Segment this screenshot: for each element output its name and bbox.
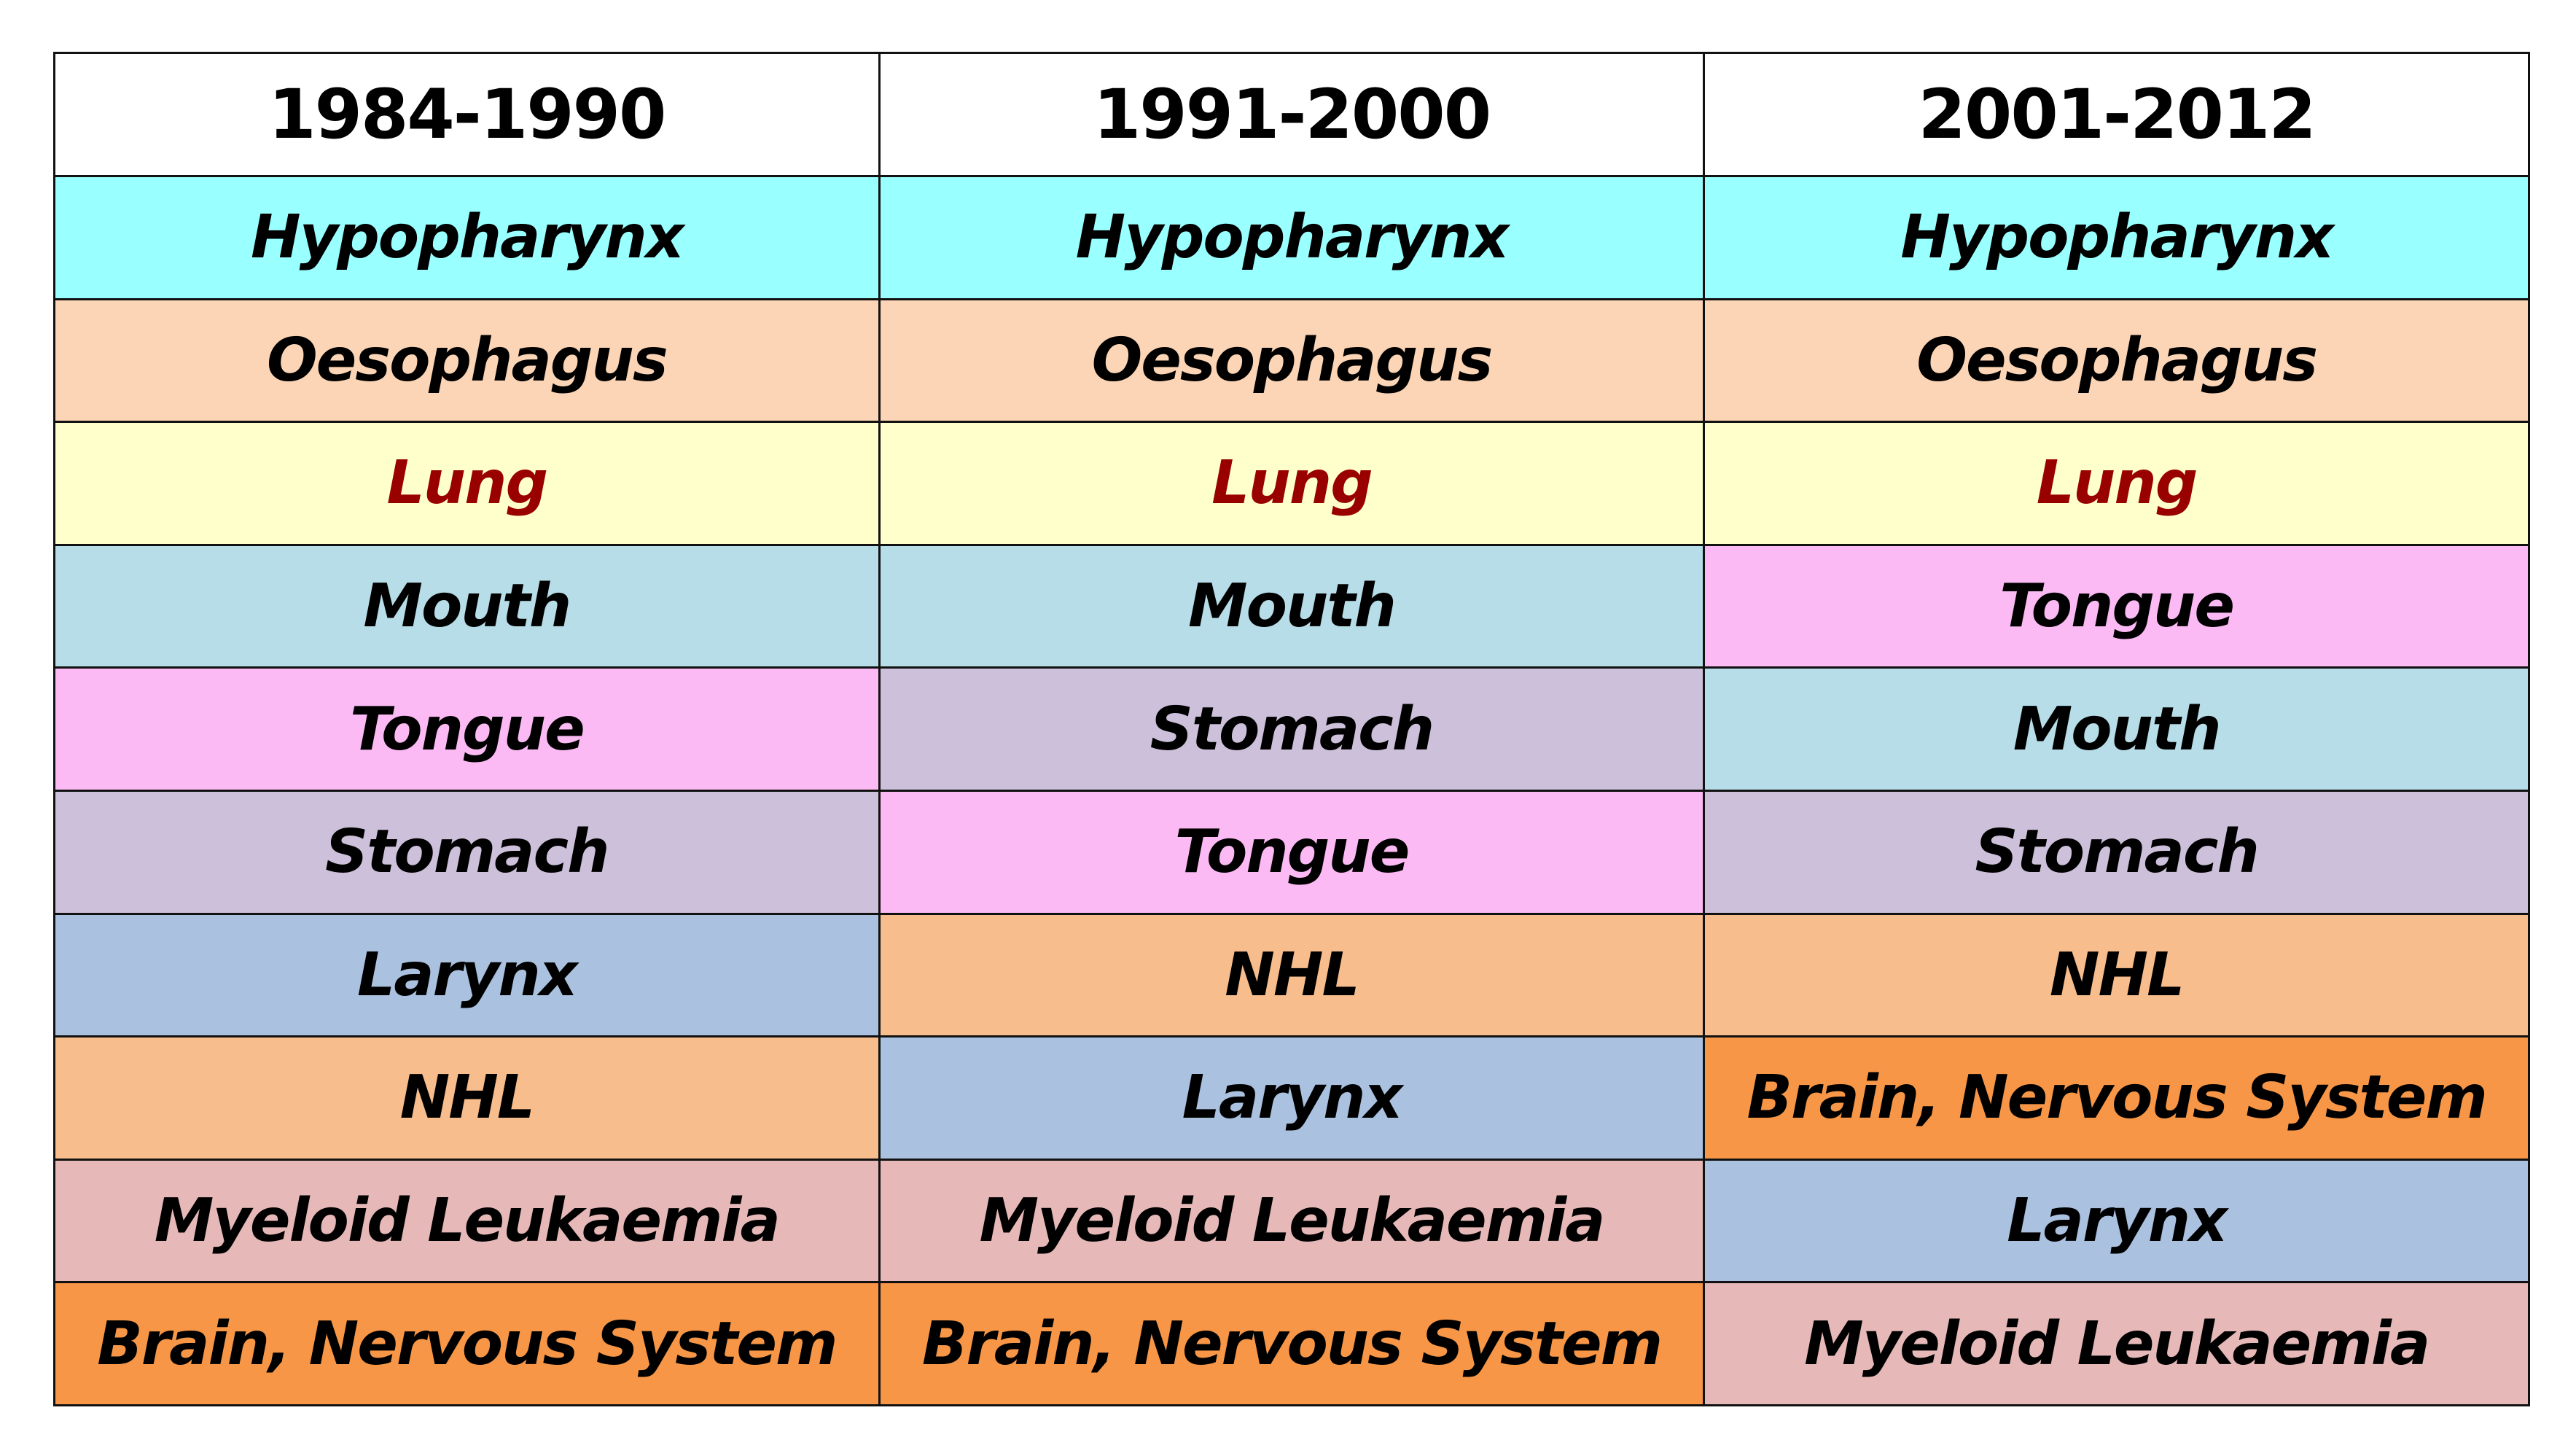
header-row: 1984-1990 1991-2000 2001-2012 [53,52,2530,177]
column-header-1991-2000: 1991-2000 [878,52,1706,177]
table-row: Mouth Mouth Tongue [53,543,2530,669]
table-cell: Tongue [878,789,1706,915]
table-cell: Larynx [53,912,881,1038]
table-cell: Stomach [878,666,1706,792]
table-row: Hypopharynx Hypopharynx Hypopharynx [53,175,2530,300]
table-row: Myeloid Leukaemia Myeloid Leukaemia Larynx [53,1158,2530,1284]
ranking-table-container: 1984-1990 1991-2000 2001-2012 Hypopharyn… [53,52,2530,1406]
table-cell: Oesophagus [1703,297,2530,424]
table-cell: NHL [1703,912,2530,1038]
table-row: Brain, Nervous System Brain, Nervous Syst… [53,1281,2530,1406]
table-row: Stomach Tongue Stomach [53,789,2530,915]
table-cell: NHL [53,1035,881,1161]
table-cell: Oesophagus [53,297,881,424]
table-body: Hypopharynx Hypopharynx Hypopharynx Oesopha… [53,175,2530,1406]
table-cell: Lung [1703,421,2530,546]
table-cell: Myeloid Leukaemia [1703,1281,2530,1406]
table-row: Lung Lung Lung [53,421,2530,546]
table-row: Larynx NHL NHL [53,912,2530,1038]
table-cell: Hypopharynx [53,175,881,300]
table-cell: Hypopharynx [878,175,1706,300]
table-cell: Myeloid Leukaemia [53,1158,881,1284]
table-cell: Tongue [53,666,881,792]
table-cell: Brain, Nervous System [53,1281,881,1406]
table-cell: Mouth [53,543,881,669]
table-cell: Hypopharynx [1703,175,2530,300]
table-cell: Oesophagus [878,297,1706,424]
table-cell: Lung [53,421,881,546]
table-row: NHL Larynx Brain, Nervous System [53,1035,2530,1161]
table-cell: Brain, Nervous System [1703,1035,2530,1161]
table-cell: Stomach [53,789,881,915]
table-cell: Mouth [878,543,1706,669]
table-cell: Brain, Nervous System [878,1281,1706,1406]
table-cell: Larynx [878,1035,1706,1161]
table-cell: Stomach [1703,789,2530,915]
table-cell: Lung [878,421,1706,546]
column-header-1984-1990: 1984-1990 [53,52,881,177]
cancer-site-ranking-table: 1984-1990 1991-2000 2001-2012 Hypopharyn… [53,52,2530,1406]
table-cell: NHL [878,912,1706,1038]
table-row: Oesophagus Oesophagus Oesophagus [53,297,2530,424]
table-row: Tongue Stomach Mouth [53,666,2530,792]
table-cell: Tongue [1703,543,2530,669]
table-cell: Larynx [1703,1158,2530,1284]
column-header-2001-2012: 2001-2012 [1703,52,2530,177]
table-cell: Mouth [1703,666,2530,792]
table-cell: Myeloid Leukaemia [878,1158,1706,1284]
